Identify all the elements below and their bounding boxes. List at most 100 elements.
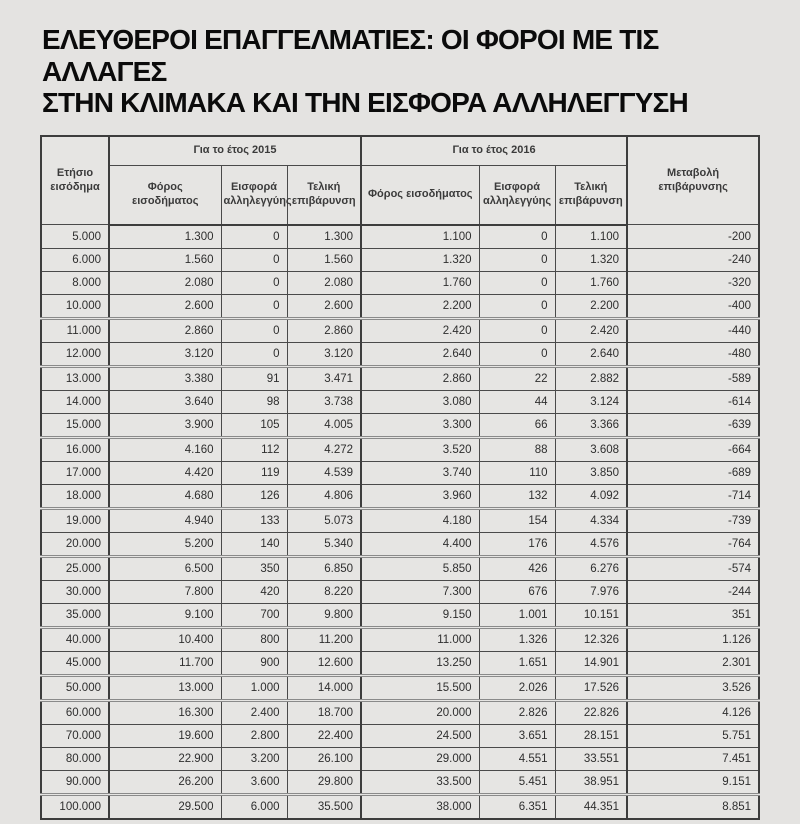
change-cell: -320: [626, 270, 760, 295]
final-2015-cell: 4.806: [286, 483, 363, 510]
final-2015-cell: 4.539: [286, 460, 363, 485]
final-2016-cell: 1.320: [554, 247, 629, 272]
final-2016-cell: 3.608: [554, 436, 629, 462]
levy-2015-cell: 420: [220, 579, 288, 604]
levy-2015-cell: 91: [220, 365, 288, 391]
header-levy-2015: Εισφορά αλληλεγγύης: [220, 164, 292, 226]
tax-2015-cell: 9.100: [108, 602, 222, 629]
final-2015-cell: 3.120: [286, 341, 363, 368]
final-2016-cell: 7.976: [554, 579, 629, 604]
income-cell: 13.000: [40, 365, 110, 391]
levy-2015-cell: 900: [220, 650, 288, 677]
change-cell: 5.751: [626, 723, 760, 748]
final-2016-cell: 1.100: [554, 224, 629, 249]
tax-2016-cell: 3.300: [360, 412, 480, 439]
final-2015-cell: 35.500: [286, 793, 363, 820]
final-2016-cell: 2.882: [554, 365, 629, 391]
page-title-line2: ΣΤΗΝ ΚΛΙΜΑΚΑ ΚΑΙ ΤΗΝ ΕΙΣΦΟΡΑ ΑΛΛΗΛΕΓΓΥΣΗ: [42, 87, 689, 119]
levy-2016-cell: 6.351: [478, 793, 556, 820]
income-cell: 60.000: [40, 699, 110, 725]
table-row: 8.000 2.080 0 2.080 1.760 0 1.760 -320: [40, 270, 760, 295]
group-header-row: Ετήσιο εισόδημα Για το έτος 2015 Για το …: [40, 135, 760, 226]
table-row: 10.000 2.600 0 2.600 2.200 0 2.200 -400: [40, 293, 760, 320]
table-row: 12.000 3.120 0 3.120 2.640 0 2.640 -480: [40, 341, 760, 368]
tax-2015-cell: 26.200: [108, 769, 222, 796]
levy-2016-cell: 2.826: [478, 699, 556, 725]
tax-2015-cell: 3.380: [108, 365, 222, 391]
final-2016-cell: 4.092: [554, 483, 629, 510]
final-2015-cell: 12.600: [286, 650, 363, 677]
final-2015-cell: 29.800: [286, 769, 363, 796]
change-cell: -639: [626, 412, 760, 439]
tax-2015-cell: 4.160: [108, 436, 222, 462]
income-cell: 40.000: [40, 626, 110, 652]
levy-2016-cell: 22: [478, 365, 556, 391]
income-cell: 50.000: [40, 674, 110, 702]
change-cell: 7.451: [626, 746, 760, 771]
table-row: 45.000 11.700 900 12.600 13.250 1.651 14.901 2.…: [40, 650, 760, 677]
income-cell: 20.000: [40, 531, 110, 558]
final-2015-cell: 5.073: [286, 507, 363, 533]
header-change: Μεταβολή επιβάρυνσης: [626, 135, 760, 226]
final-2015-cell: 11.200: [286, 626, 363, 652]
final-2016-cell: 44.351: [554, 793, 629, 820]
income-cell: 10.000: [40, 293, 110, 320]
final-2016-cell: 22.826: [554, 699, 629, 725]
final-2016-cell: 4.334: [554, 507, 629, 533]
tax-2015-cell: 13.000: [108, 674, 222, 702]
tax-2016-cell: 5.850: [360, 555, 480, 581]
levy-2015-cell: 1.000: [220, 674, 288, 702]
final-2016-cell: 3.124: [554, 389, 629, 414]
tax-comparison-table: Ετήσιο εισόδημα Για το έτος 2015 Για το …: [40, 134, 761, 820]
change-cell: 351: [626, 602, 760, 629]
change-cell: -440: [626, 317, 760, 343]
table-row: 90.000 26.200 3.600 29.800 33.500 5.451 38.951…: [40, 769, 760, 796]
levy-2016-cell: 0: [478, 224, 556, 249]
change-cell: -480: [626, 341, 760, 368]
change-cell: 4.126: [626, 699, 760, 725]
tax-2015-cell: 5.200: [108, 531, 222, 558]
levy-2015-cell: 0: [220, 293, 288, 320]
change-cell: 1.126: [626, 626, 760, 652]
tax-2016-cell: 2.640: [360, 341, 480, 368]
table-row: 18.000 4.680 126 4.806 3.960 132 4.092 -714: [40, 483, 760, 510]
final-2015-cell: 6.850: [286, 555, 363, 581]
levy-2016-cell: 110: [478, 460, 556, 485]
income-cell: 14.000: [40, 389, 110, 414]
levy-2016-cell: 5.451: [478, 769, 556, 796]
page-title-line1: ΕΛΕΥΘΕΡΟΙ ΕΠΑΓΓΕΛΜΑΤΙΕΣ: ΟΙ ΦΟΡΟΙ ΜΕ ΤΙΣ…: [42, 24, 659, 87]
page-title: ΕΛΕΥΘΕΡΟΙ ΕΠΑΓΓΕΛΜΑΤΙΕΣ: ΟΙ ΦΟΡΟΙ ΜΕ ΤΙΣ…: [42, 24, 760, 119]
table-row: 100.000 29.500 6.000 35.500 38.000 6.351 44.35…: [40, 793, 760, 820]
header-final-2015: Τελική επιβάρυνση: [286, 164, 363, 226]
final-2015-cell: 26.100: [286, 746, 363, 771]
change-cell: 9.151: [626, 769, 760, 796]
final-2016-cell: 6.276: [554, 555, 629, 581]
change-cell: -200: [626, 224, 760, 249]
table-row: 40.000 10.400 800 11.200 11.000 1.326 12.326 1.…: [40, 626, 760, 652]
table-row: 25.000 6.500 350 6.850 5.850 426 6.276 -574: [40, 555, 760, 581]
change-cell: -574: [626, 555, 760, 581]
table-row: 70.000 19.600 2.800 22.400 24.500 3.651 28.151…: [40, 723, 760, 748]
table-row: 16.000 4.160 112 4.272 3.520 88 3.608 -664: [40, 436, 760, 462]
final-2015-cell: 4.005: [286, 412, 363, 439]
table-row: 30.000 7.800 420 8.220 7.300 676 7.976 -244: [40, 579, 760, 604]
tax-2016-cell: 13.250: [360, 650, 480, 677]
levy-2016-cell: 0: [478, 247, 556, 272]
tax-2015-cell: 29.500: [108, 793, 222, 820]
levy-2015-cell: 98: [220, 389, 288, 414]
levy-2015-cell: 0: [220, 247, 288, 272]
final-2016-cell: 10.151: [554, 602, 629, 629]
income-cell: 80.000: [40, 746, 110, 771]
levy-2016-cell: 0: [478, 293, 556, 320]
final-2015-cell: 2.860: [286, 317, 363, 343]
tax-2015-cell: 7.800: [108, 579, 222, 604]
header-final-2016: Τελική επιβάρυνση: [554, 164, 629, 226]
table-row: 6.000 1.560 0 1.560 1.320 0 1.320 -240: [40, 247, 760, 272]
table-row: 20.000 5.200 140 5.340 4.400 176 4.576 -764: [40, 531, 760, 558]
levy-2016-cell: 3.651: [478, 723, 556, 748]
income-cell: 25.000: [40, 555, 110, 581]
tax-2016-cell: 2.200: [360, 293, 480, 320]
final-2016-cell: 4.576: [554, 531, 629, 558]
tax-2015-cell: 11.700: [108, 650, 222, 677]
table-row: 80.000 22.900 3.200 26.100 29.000 4.551 33.551…: [40, 746, 760, 771]
